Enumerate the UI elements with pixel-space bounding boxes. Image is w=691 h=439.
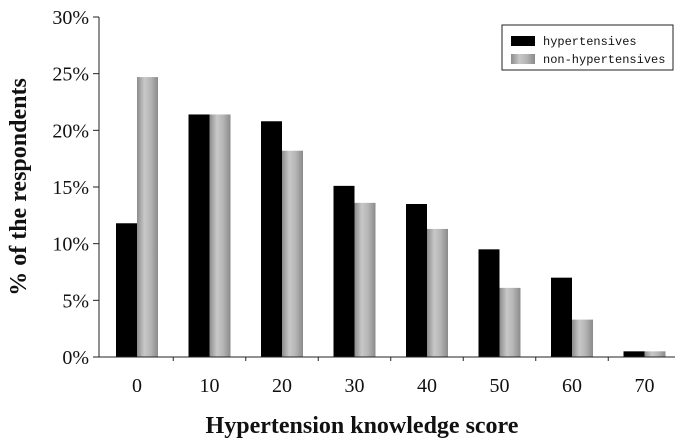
x-tick-label: 10 [200, 375, 220, 397]
bar-non-hypertensives-60 [572, 319, 593, 357]
x-axis-title: Hypertension knowledge score [206, 413, 519, 439]
y-axis-title: % of the respondents [6, 78, 32, 296]
bar-non-hypertensives-70 [644, 351, 666, 357]
legend-label-hypertensives: hypertensives [543, 35, 637, 49]
x-tick-label: 60 [562, 375, 582, 397]
bar-non-hypertensives-50 [499, 287, 521, 357]
bar-non-hypertensives-10 [209, 114, 231, 357]
legend-swatch-hypertensives [511, 36, 535, 46]
x-tick-label: 50 [490, 375, 510, 397]
y-tick-label: 25% [52, 64, 89, 86]
y-tick-label: 20% [52, 120, 89, 142]
bar-hypertensives-20 [261, 121, 282, 358]
x-tick-label: 40 [417, 375, 437, 397]
bar-hypertensives-40 [406, 204, 427, 357]
x-tick-label: 20 [272, 375, 292, 397]
x-tick-label: 0 [132, 375, 142, 397]
x-axis-ticks: 0 10 20 30 40 50 60 70 [132, 357, 655, 397]
legend-label-non-hypertensives: non-hypertensives [543, 53, 665, 67]
bars-group [116, 77, 666, 358]
bar-hypertensives-60 [551, 277, 572, 357]
bar-non-hypertensives-30 [354, 202, 376, 357]
bar-non-hypertensives-20 [282, 150, 303, 357]
bar-hypertensives-30 [333, 185, 355, 357]
legend-swatch-non-hypertensives [511, 54, 535, 64]
bar-hypertensives-70 [623, 351, 645, 357]
x-tick-label: 70 [635, 375, 655, 397]
bar-hypertensives-0 [116, 223, 137, 357]
y-tick-label: 10% [52, 234, 89, 256]
y-tick-label: 15% [52, 177, 89, 199]
bar-non-hypertensives-40 [427, 228, 448, 357]
legend: hypertensives non-hypertensives [501, 24, 674, 71]
bar-non-hypertensives-0 [137, 77, 158, 358]
y-tick-label: 5% [62, 290, 89, 312]
y-axis-ticks: 0% 5% 10% 15% 20% 25% 30% [52, 7, 99, 369]
y-tick-label: 30% [52, 7, 89, 29]
bar-hypertensives-50 [478, 249, 500, 357]
y-tick-label: 0% [62, 347, 89, 369]
bar-hypertensives-10 [188, 114, 210, 357]
x-tick-label: 30 [345, 375, 365, 397]
